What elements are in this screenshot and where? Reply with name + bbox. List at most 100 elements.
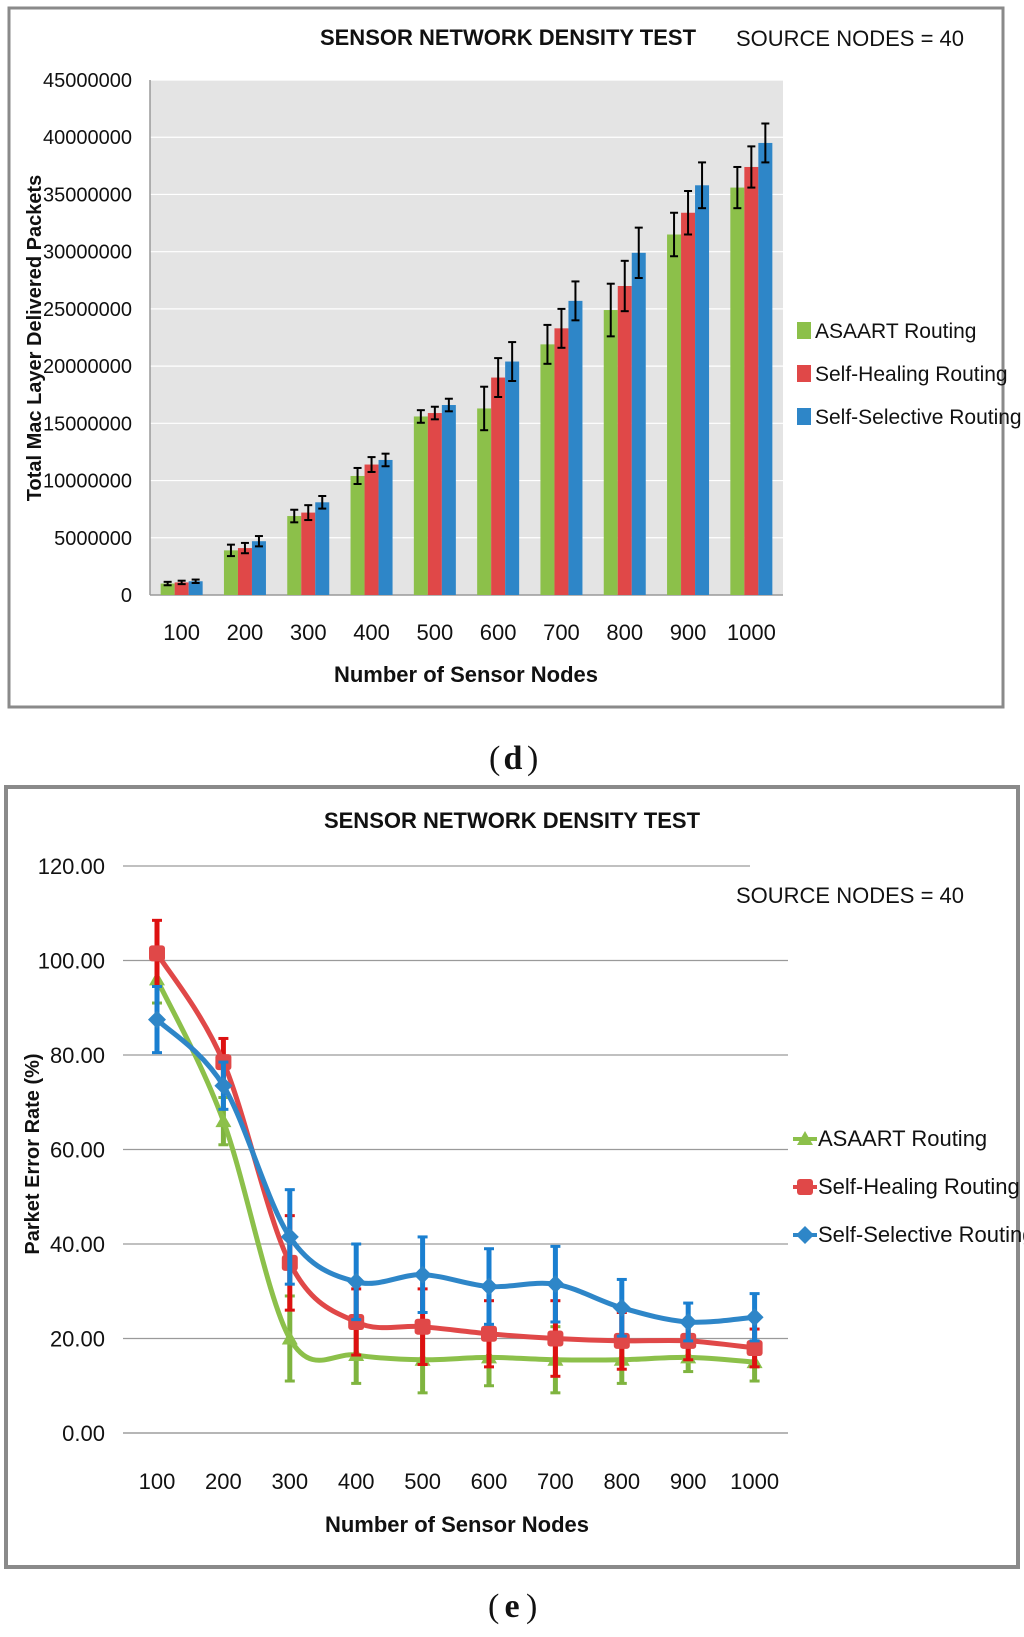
panel-e-x-tick-label: 1000 [730, 1469, 779, 1494]
panel-d-y-tick-label: 30000000 [43, 242, 132, 264]
panel-e-point [480, 1277, 498, 1296]
panel-d-bar [223, 550, 238, 595]
panel-e-y-tick-label: 20.00 [50, 1327, 105, 1352]
panel-e-x-tick-label: 100 [139, 1469, 176, 1494]
panel-d-legend-label: Self-Selective Routing [815, 406, 1022, 429]
panel-d-bar [554, 328, 569, 595]
panel-e-legend-marker [796, 1226, 814, 1244]
caption-e-letter: e [504, 1588, 519, 1625]
panel-e-point [280, 1227, 299, 1246]
panel-d-bar [427, 413, 442, 595]
panel-d-x-tick-label: 700 [543, 620, 580, 645]
panel-d-legend: ASAART Routing Self-Healing Routing Self-S… [797, 320, 1022, 429]
panel-e-y-tick-label: 120.00 [38, 854, 105, 879]
panel-d-x-tick-label: 500 [416, 620, 453, 645]
panel-e-series [148, 918, 764, 1395]
panel-d-bar [441, 405, 456, 595]
panel-e-legend-marker [797, 1131, 813, 1145]
panel-d-legend-label: ASAART Routing [815, 320, 976, 343]
panel-d-bar [667, 234, 682, 595]
panel-e-point [281, 1330, 298, 1345]
panel-e-point [547, 1330, 564, 1347]
panel-d-x-tick-label: 800 [606, 620, 643, 645]
panel-d-y-tick-label: 25000000 [43, 299, 132, 321]
panel-e-point [149, 945, 165, 962]
svg-text:): ) [527, 740, 538, 777]
panel-e-y-tick-label: 60.00 [50, 1138, 105, 1163]
panel-d-x-tick-label: 200 [227, 620, 264, 645]
panel-e-legend-marker [797, 1179, 813, 1195]
panel-d-bar [505, 361, 520, 595]
panel-d-bar [730, 187, 745, 596]
svg-text:(: ( [488, 1588, 499, 1625]
panel-d-bar [287, 516, 302, 595]
caption-d-letter: d [504, 740, 523, 777]
panel-d-title: SENSOR NETWORK DENSITY TEST [320, 25, 697, 50]
panel-d-bar [174, 582, 189, 595]
panel-d-bar [350, 475, 365, 595]
panel-e-y-tick-label: 40.00 [50, 1232, 105, 1257]
panel-d-bar [695, 185, 710, 596]
panel-e-y-tick-label: 100.00 [38, 949, 105, 974]
panel-d-bar [378, 459, 393, 595]
panel-d-bar [603, 310, 618, 595]
panel-d-legend-swatch [797, 365, 811, 382]
panel-d-bar [301, 512, 316, 595]
panel-e-point [414, 1318, 431, 1335]
panel-d-bar [744, 166, 759, 595]
panel-d-bar [568, 300, 583, 595]
panel-e-x-tick-label: 400 [338, 1469, 375, 1494]
panel-d-x-tick-label: 1000 [727, 620, 776, 645]
panel-d-y-tick-label: 20000000 [43, 356, 132, 378]
svg-text:): ) [526, 1588, 537, 1625]
panel-e-x-axis-label: Number of Sensor Nodes [325, 1512, 589, 1537]
panel-d-bar [188, 581, 203, 595]
caption-e: ( e ) [488, 1588, 537, 1625]
panel-d-legend-label: Self-Healing Routing [815, 363, 1008, 386]
panel-d-bar [631, 252, 646, 596]
panel-e-x-tick-label: 500 [404, 1469, 441, 1494]
panel-e-point [612, 1298, 631, 1317]
panel-d-y-tick-label: 0 [121, 585, 132, 607]
panel-e-point [348, 1313, 365, 1330]
panel-d-x-axis-label: Number of Sensor Nodes [334, 662, 598, 687]
panel-e-point [413, 1265, 432, 1284]
panel-d-x-tick-labels: 100 200 300 400 500 600 700 800 900 1000 [163, 620, 776, 645]
panel-e-x-tick-label: 200 [205, 1469, 242, 1494]
panel-d-y-axis-label: Total Mac Layer Delivered Packets [24, 175, 46, 501]
panel-e-point [148, 1010, 166, 1029]
panel-d-bar [364, 464, 379, 595]
panel-d-bar [237, 548, 252, 595]
panel-d-bar [413, 416, 428, 595]
panel-e-frame [4, 785, 1020, 1569]
panel-e-x-tick-label: 900 [670, 1469, 707, 1494]
panel-e-x-tick-label: 600 [471, 1469, 508, 1494]
panel-e-point [746, 1339, 763, 1356]
panel-e-legend-label: Self-Selective Routing [818, 1222, 1024, 1247]
panel-d-y-tick-labels: 0 5000000 10000000 15000000 20000000 25000000… [43, 70, 132, 607]
panel-e-y-tick-labels: 0.00 20.00 40.00 60.00 80.00 100.00 120.00 [38, 854, 105, 1446]
panel-e-point [745, 1308, 764, 1327]
panel-d-legend-swatch [797, 408, 811, 425]
panel-d-x-tick-label: 100 [163, 620, 200, 645]
panel-e-point [546, 1275, 565, 1294]
panel-d-bar [251, 541, 266, 595]
panel-e-x-tick-label: 700 [537, 1469, 574, 1494]
panel-d-bar [540, 344, 555, 595]
panel-d-y-tick-label: 5000000 [54, 528, 132, 550]
panel-d-x-tick-label: 600 [480, 620, 517, 645]
panel-d-y-tick-label: 40000000 [43, 127, 132, 149]
panel-d-bar [477, 408, 492, 595]
panel-d-y-tick-label: 15000000 [43, 413, 132, 435]
panel-e-title: SENSOR NETWORK DENSITY TEST [324, 808, 701, 833]
panel-d-annotation: SOURCE NODES = 40 [736, 26, 964, 51]
panel-e-legend-label: Self-Healing Routing [818, 1174, 1020, 1199]
panel-d-legend-swatch [797, 322, 811, 339]
panel-e-point [679, 1312, 698, 1331]
panel-d-bar [160, 583, 175, 595]
panel-e-series-line [154, 1017, 758, 1325]
panel-d-bar [758, 142, 773, 595]
panel-e-y-axis-label: Parket Error Rate (%) [22, 1053, 44, 1254]
panel-e-point [215, 1113, 232, 1128]
